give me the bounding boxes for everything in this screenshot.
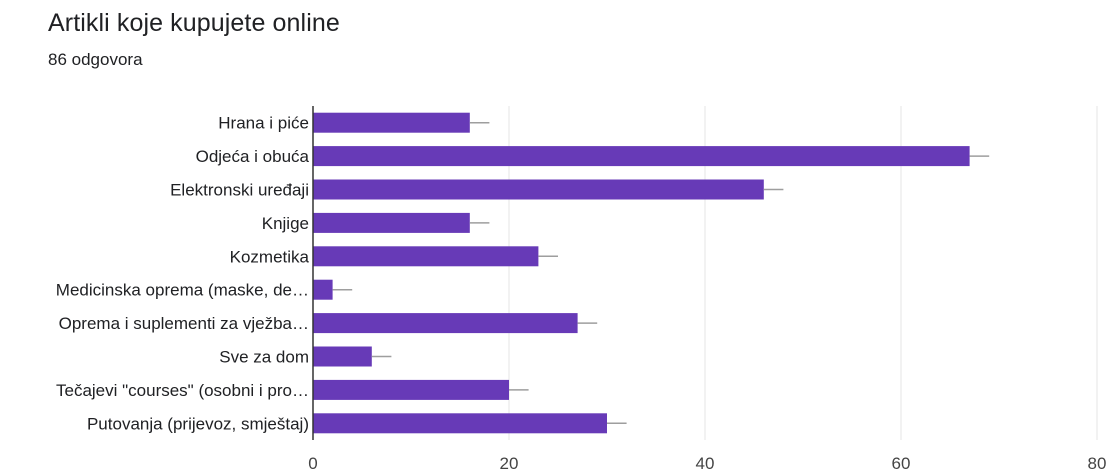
x-tick-label: 80	[1088, 454, 1107, 473]
bar	[313, 379, 509, 400]
category-label: Hrana i piće	[218, 114, 309, 133]
bar	[313, 146, 970, 167]
category-label: Odjeća i obuća	[196, 147, 310, 166]
chart-title: Artikli koje kupujete online	[48, 9, 340, 37]
category-label: Tečajevi "courses" (osobni i pro…	[56, 381, 309, 400]
category-label: Medicinska oprema (maske, de…	[56, 281, 309, 300]
category-labels: Hrana i piće Odjeća i obuća Elektronski ur…	[56, 114, 310, 434]
bar	[313, 313, 578, 334]
x-axis-ticks: 0 20 40 60 80	[308, 454, 1106, 473]
bar	[313, 346, 372, 367]
category-label: Knjige	[262, 214, 309, 233]
category-label: Sve za dom	[219, 348, 309, 367]
category-label: Putovanja (prijevoz, smještaj)	[87, 414, 309, 433]
category-label: Elektronski uređaji	[170, 181, 309, 200]
bar	[313, 112, 470, 133]
x-tick-label: 40	[696, 454, 715, 473]
bar	[313, 246, 539, 267]
category-label: Oprema i suplementi za vježba…	[59, 314, 309, 333]
category-label: Kozmetika	[230, 247, 310, 266]
x-tick-label: 0	[308, 454, 317, 473]
bar	[313, 413, 607, 434]
bar	[313, 212, 470, 233]
bars	[313, 112, 990, 434]
bar	[313, 279, 333, 300]
response-count: 86 odgovora	[48, 50, 143, 69]
x-tick-label: 60	[892, 454, 911, 473]
bar	[313, 179, 764, 200]
x-tick-label: 20	[500, 454, 519, 473]
